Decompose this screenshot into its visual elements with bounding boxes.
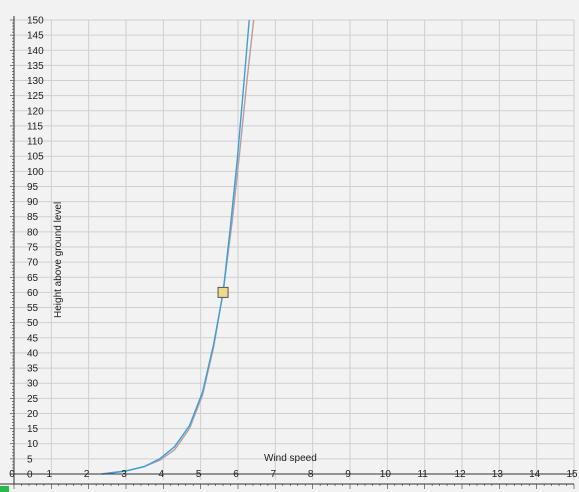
- y-tick-label: 125: [27, 91, 44, 102]
- data-point-marker[interactable]: [217, 286, 229, 298]
- marker-layer[interactable]: [217, 286, 229, 298]
- x-axis-label: Wind speed: [264, 453, 317, 464]
- x-tick-labels: 0 1 2 3 4 5 6 7 8 9 10 11 12 13 14 15: [9, 469, 578, 480]
- y-tick-label: 145: [27, 31, 44, 42]
- x-tick-label: 5: [196, 469, 202, 480]
- x-tick-label: 14: [529, 469, 541, 480]
- y-tick-label: 75: [27, 243, 39, 254]
- y-tick-label: 45: [27, 333, 39, 344]
- y-tick-label: 5: [27, 454, 33, 465]
- y-tick-label: 80: [27, 227, 39, 238]
- y-tick-label: 115: [27, 121, 43, 132]
- x-tick-label: 8: [308, 469, 314, 480]
- y-tick-label: 50: [27, 318, 39, 329]
- x-tick-label: 4: [159, 469, 165, 480]
- corner-indicator: [0, 486, 9, 492]
- y-tick-label: 110: [27, 137, 43, 148]
- y-tick-label: 140: [27, 46, 44, 57]
- x-tick-label: 12: [454, 469, 466, 480]
- x-tick-label: 7: [271, 469, 277, 480]
- y-tick-label: 95: [27, 182, 39, 193]
- y-tick-label: 120: [27, 106, 44, 117]
- y-tick-label: 100: [27, 167, 44, 178]
- y-tick-label: 40: [27, 348, 39, 359]
- y-tick-label: 135: [27, 61, 44, 72]
- series-line-2: [101, 19, 250, 475]
- y-tick-label: 65: [27, 273, 39, 284]
- x-tick-label: 13: [492, 469, 504, 480]
- x-tick-label: 3: [121, 469, 127, 480]
- y-tick-label: 70: [27, 258, 39, 269]
- y-tick-label: 60: [27, 288, 39, 299]
- axes: [0, 16, 575, 489]
- y-tick-label: 15: [27, 424, 39, 435]
- y-axis-label: Height above ground level: [53, 202, 64, 318]
- x-tick-label: 9: [345, 469, 351, 480]
- x-tick-label: 1: [47, 469, 53, 480]
- series-layer: [101, 19, 255, 475]
- y-tick-labels: 0 5 10 15 20 25 30 35 40 45 50 55 60 65 70 75 80 85 90 95 10…: [27, 16, 44, 481]
- y-tick-label: 90: [27, 197, 39, 208]
- x-tick-label: 6: [233, 469, 239, 480]
- horizontal-gridlines: [14, 19, 574, 460]
- y-tick-label: 10: [27, 439, 39, 450]
- y-tick-label: 30: [27, 379, 39, 390]
- y-tick-label: 35: [27, 364, 39, 375]
- x-tick-label: 11: [417, 469, 428, 480]
- y-tick-label: 150: [27, 16, 44, 27]
- y-tick-label: 20: [27, 409, 39, 420]
- y-tick-label: 130: [27, 76, 44, 87]
- x-tick-label: 10: [380, 469, 392, 480]
- vertical-gridlines: [50, 20, 575, 480]
- y-tick-label: 25: [27, 394, 39, 405]
- y-tick-label: 0: [27, 470, 33, 481]
- x-tick-label: 0: [9, 469, 15, 480]
- x-tick-label: 2: [84, 469, 90, 480]
- y-tick-label: 55: [27, 303, 39, 314]
- x-tick-label: 15: [566, 469, 578, 480]
- y-tick-label: 105: [27, 152, 44, 163]
- y-tick-label: 85: [27, 212, 39, 223]
